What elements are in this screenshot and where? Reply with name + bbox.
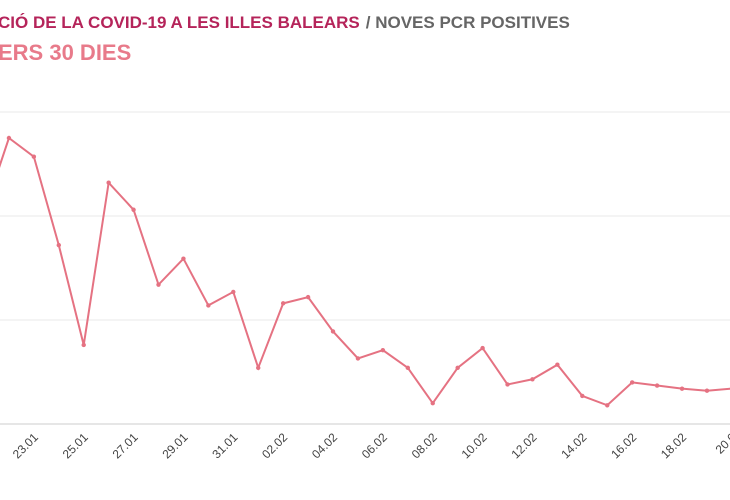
point — [355, 356, 361, 361]
x-tick-label: 18.02 — [658, 430, 689, 461]
title-main: CIÓ DE LA COVID-19 A LES ILLES BALEARS — [0, 13, 360, 32]
x-tick-label: 29.01 — [159, 430, 190, 461]
point — [530, 377, 535, 382]
point — [605, 403, 610, 408]
point — [555, 362, 560, 367]
point — [629, 380, 635, 385]
point — [6, 135, 12, 141]
point — [330, 329, 336, 334]
point — [305, 294, 311, 300]
point — [280, 301, 286, 306]
point — [181, 256, 186, 261]
series-line — [0, 136, 730, 407]
point — [81, 342, 86, 348]
point — [430, 401, 435, 406]
point — [405, 365, 411, 371]
x-tick-label: 23.01 — [10, 430, 41, 461]
point — [31, 154, 37, 159]
x-tick-label: 06.02 — [359, 430, 390, 461]
x-tick-label: 04.02 — [309, 430, 340, 461]
x-tick-label: 25.01 — [60, 430, 91, 461]
point — [654, 383, 660, 388]
point — [106, 180, 111, 185]
x-tick-label: 02.02 — [259, 430, 290, 461]
chart-subtitle: ERS 30 DIES — [0, 40, 131, 65]
point — [580, 393, 585, 399]
x-tick-label: 31.01 — [209, 430, 240, 461]
point — [704, 388, 710, 393]
point — [206, 303, 211, 308]
point — [231, 289, 236, 295]
x-tick-label: 27.01 — [110, 430, 141, 461]
x-tick-label: 16.02 — [608, 430, 639, 461]
x-tick-label: 20.0 — [713, 430, 730, 457]
point — [679, 386, 685, 391]
x-tick-label: 14.02 — [558, 430, 589, 461]
point — [156, 282, 161, 287]
chart-title: CIÓ DE LA COVID-19 A LES ILLES BALEARS / … — [0, 13, 570, 32]
point — [56, 242, 61, 248]
point — [256, 365, 261, 371]
point — [131, 207, 136, 212]
x-tick-label: 08.02 — [409, 430, 440, 461]
point — [380, 347, 386, 353]
title-suffix: / NOVES PCR POSITIVES — [366, 13, 570, 32]
point — [455, 365, 460, 371]
point — [505, 382, 510, 387]
point — [480, 345, 485, 351]
x-tick-label: 10.02 — [459, 430, 490, 461]
x-tick-label: 12.02 — [508, 430, 539, 461]
